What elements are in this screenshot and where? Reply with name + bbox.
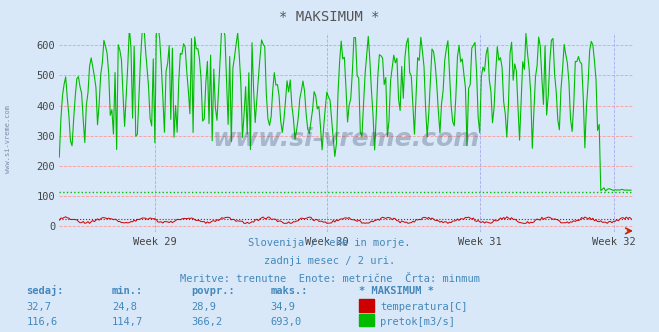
Text: povpr.:: povpr.: [191,286,235,296]
Text: * MAKSIMUM *: * MAKSIMUM * [359,286,434,296]
Text: pretok[m3/s]: pretok[m3/s] [380,317,455,327]
Text: temperatura[C]: temperatura[C] [380,302,468,312]
Text: 34,9: 34,9 [270,302,295,312]
Text: 366,2: 366,2 [191,317,222,327]
Text: 24,8: 24,8 [112,302,137,312]
Text: 32,7: 32,7 [26,302,51,312]
Text: Slovenija / reke in morje.: Slovenija / reke in morje. [248,238,411,248]
Text: 693,0: 693,0 [270,317,301,327]
Text: 116,6: 116,6 [26,317,57,327]
Text: min.:: min.: [112,286,143,296]
Text: zadnji mesec / 2 uri.: zadnji mesec / 2 uri. [264,256,395,266]
Text: maks.:: maks.: [270,286,308,296]
Text: Meritve: trenutne  Enote: metrične  Črta: minmum: Meritve: trenutne Enote: metrične Črta: … [179,274,480,284]
Text: www.si-vreme.com: www.si-vreme.com [212,127,480,151]
Text: * MAKSIMUM *: * MAKSIMUM * [279,10,380,24]
Text: 28,9: 28,9 [191,302,216,312]
Text: 114,7: 114,7 [112,317,143,327]
Text: www.si-vreme.com: www.si-vreme.com [5,106,11,173]
Text: sedaj:: sedaj: [26,285,64,296]
